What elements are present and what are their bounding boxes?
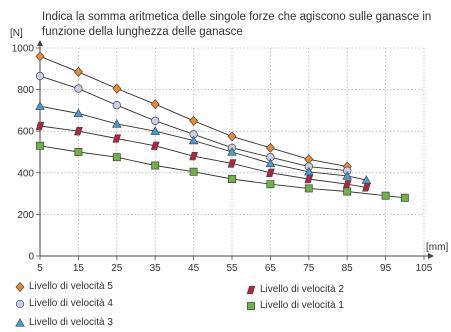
data-point: [36, 141, 44, 150]
data-point: [228, 175, 236, 183]
data-point: [151, 161, 160, 170]
x-tick-label: 25: [111, 263, 123, 274]
data-point: [362, 183, 371, 192]
x-tick-label: 75: [303, 263, 315, 274]
x-tick-label: 45: [188, 263, 200, 274]
x-tick-label: 85: [342, 263, 354, 274]
series-markers-3: [35, 101, 372, 184]
series-markers-4: [35, 121, 371, 192]
x-tick-label: 35: [150, 263, 162, 274]
y-axis-label: [N]: [10, 28, 23, 39]
data-point: [112, 153, 121, 162]
x-tick-label: 15: [73, 263, 85, 274]
x-axis-arrow: [428, 253, 434, 259]
data-point: [112, 101, 121, 110]
data-point: [400, 193, 409, 202]
data-point: [227, 131, 237, 142]
data-point: [112, 119, 122, 128]
data-point: [266, 168, 275, 177]
data-point: [35, 51, 45, 62]
y-tick-label: 600: [17, 127, 34, 138]
y-tick-label: 1000: [12, 44, 35, 55]
data-point: [304, 174, 314, 184]
data-point: [188, 135, 199, 145]
series-markers-5: [36, 141, 409, 202]
data-point: [189, 152, 198, 161]
x-tick-label: 95: [380, 263, 392, 274]
x-tick-labels: 5 15 25 35 45 55 65 75 85 95 105: [37, 263, 433, 274]
data-point: [151, 116, 160, 125]
x-tick-label: 105: [416, 263, 433, 274]
data-point: [304, 184, 313, 193]
data-point: [381, 191, 390, 200]
y-axis-arrow: [37, 40, 43, 46]
data-point: [227, 159, 237, 168]
data-point: [74, 84, 83, 93]
data-point: [73, 66, 83, 77]
x-axis-label: [mm]: [426, 242, 448, 253]
data-point: [150, 99, 160, 110]
data-point: [150, 126, 160, 135]
series-line-4: [39, 125, 367, 188]
y-tick-labels: 0 200 400 600 800 1000: [12, 44, 35, 263]
data-point: [112, 83, 122, 94]
grid-lines: [40, 47, 425, 256]
series-markers-1: [35, 51, 352, 172]
data-point: [74, 127, 83, 136]
data-point: [74, 148, 83, 156]
data-point: [265, 158, 276, 168]
x-tick-label: 65: [265, 263, 277, 274]
data-point: [342, 171, 352, 180]
chart-title: Indica la somma aritmetica delle singole…: [42, 11, 432, 38]
data-point: [112, 134, 122, 143]
x-tick-label: 5: [37, 263, 43, 274]
data-point: [189, 115, 199, 126]
x-tick-label: 55: [226, 263, 238, 274]
data-point: [227, 147, 237, 156]
series-line-3: [39, 105, 367, 181]
data-point: [189, 167, 198, 176]
data-point: [35, 71, 45, 81]
data-point: [35, 101, 45, 110]
data-point: [73, 108, 84, 118]
series-markers: [35, 51, 409, 202]
y-tick-label: 200: [17, 210, 34, 221]
data-point: [35, 121, 45, 131]
y-tick-label: 800: [17, 85, 34, 96]
data-point: [150, 141, 160, 150]
y-tick-label: 0: [28, 252, 34, 263]
data-point: [342, 180, 352, 189]
data-point: [266, 180, 275, 189]
data-point: [343, 187, 352, 196]
y-tick-label: 400: [17, 168, 34, 179]
data-point: [265, 142, 275, 153]
